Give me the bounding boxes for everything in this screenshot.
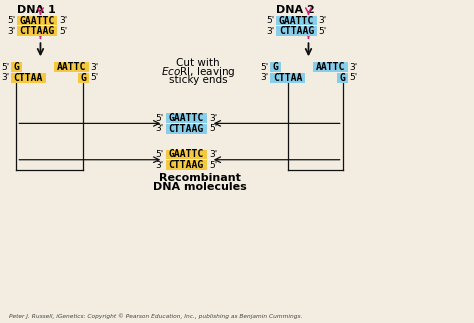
Text: G: G bbox=[273, 62, 278, 72]
Text: 3': 3' bbox=[155, 124, 164, 133]
Text: 3': 3' bbox=[1, 73, 9, 82]
Text: 3': 3' bbox=[319, 16, 327, 25]
Text: 5': 5' bbox=[209, 161, 217, 170]
Text: GAATTC: GAATTC bbox=[169, 150, 204, 160]
FancyBboxPatch shape bbox=[11, 62, 22, 72]
Text: 5': 5' bbox=[209, 124, 217, 133]
Text: 3': 3' bbox=[7, 27, 15, 36]
Text: $\it{Eco}$RI, leaving: $\it{Eco}$RI, leaving bbox=[161, 65, 235, 79]
Text: 5': 5' bbox=[266, 16, 275, 25]
Text: AATTC: AATTC bbox=[56, 62, 86, 72]
Text: Recombinant: Recombinant bbox=[159, 172, 241, 182]
Text: 5': 5' bbox=[155, 114, 164, 123]
Text: AATTC: AATTC bbox=[316, 62, 345, 72]
Text: Peter J. Russell, iGenetics: Copyright © Pearson Education, Inc., publishing as : Peter J. Russell, iGenetics: Copyright ©… bbox=[9, 314, 302, 319]
FancyBboxPatch shape bbox=[276, 26, 317, 36]
Text: 5': 5' bbox=[59, 27, 67, 36]
Text: GAATTC: GAATTC bbox=[279, 16, 314, 26]
FancyBboxPatch shape bbox=[78, 73, 89, 83]
Text: DNA 1: DNA 1 bbox=[17, 5, 55, 16]
Text: GAATTC: GAATTC bbox=[169, 113, 204, 123]
Text: 3': 3' bbox=[261, 73, 269, 82]
Text: CTTAA: CTTAA bbox=[14, 73, 43, 83]
Text: 3': 3' bbox=[209, 150, 217, 159]
Text: 3': 3' bbox=[91, 63, 99, 72]
Text: G: G bbox=[80, 73, 86, 83]
Text: sticky ends: sticky ends bbox=[168, 76, 227, 86]
FancyBboxPatch shape bbox=[166, 124, 207, 133]
Text: 5': 5' bbox=[91, 73, 99, 82]
FancyBboxPatch shape bbox=[11, 73, 46, 83]
Text: G: G bbox=[13, 62, 19, 72]
Text: G: G bbox=[339, 73, 346, 83]
FancyBboxPatch shape bbox=[166, 150, 207, 159]
Text: 5': 5' bbox=[1, 63, 9, 72]
FancyBboxPatch shape bbox=[276, 16, 317, 26]
FancyBboxPatch shape bbox=[337, 73, 348, 83]
Text: 3': 3' bbox=[266, 27, 275, 36]
Text: 5': 5' bbox=[261, 63, 269, 72]
Text: 3': 3' bbox=[59, 16, 67, 25]
Text: 5': 5' bbox=[349, 73, 358, 82]
FancyBboxPatch shape bbox=[17, 26, 57, 36]
FancyBboxPatch shape bbox=[270, 62, 281, 72]
Text: CTTAAG: CTTAAG bbox=[169, 124, 204, 134]
FancyBboxPatch shape bbox=[17, 16, 57, 26]
Text: CTTAAG: CTTAAG bbox=[169, 160, 204, 170]
Text: DNA molecules: DNA molecules bbox=[153, 182, 247, 192]
Text: 5': 5' bbox=[7, 16, 15, 25]
Text: CTTAA: CTTAA bbox=[273, 73, 302, 83]
Text: CTTAAG: CTTAAG bbox=[19, 26, 55, 36]
Text: 3': 3' bbox=[349, 63, 358, 72]
Text: DNA 2: DNA 2 bbox=[276, 5, 315, 16]
Text: CTTAAG: CTTAAG bbox=[279, 26, 314, 36]
Text: GAATTC: GAATTC bbox=[19, 16, 55, 26]
FancyBboxPatch shape bbox=[166, 160, 207, 170]
Text: 3': 3' bbox=[155, 161, 164, 170]
Text: 5': 5' bbox=[319, 27, 327, 36]
FancyBboxPatch shape bbox=[54, 62, 89, 72]
Text: Cut with: Cut with bbox=[176, 58, 219, 68]
FancyBboxPatch shape bbox=[313, 62, 348, 72]
FancyBboxPatch shape bbox=[166, 113, 207, 123]
Text: 5': 5' bbox=[155, 150, 164, 159]
Text: 3': 3' bbox=[209, 114, 217, 123]
FancyBboxPatch shape bbox=[270, 73, 305, 83]
